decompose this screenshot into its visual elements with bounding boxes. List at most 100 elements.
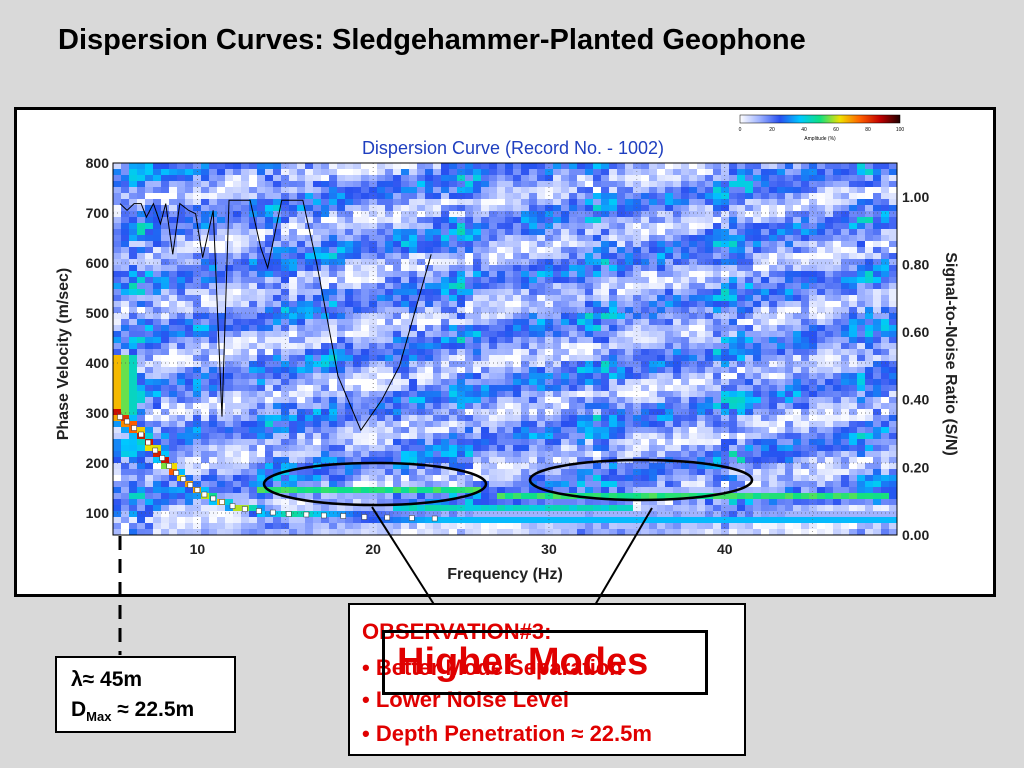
heatmap-cell [489, 349, 498, 356]
heatmap-cell [361, 463, 370, 470]
heatmap-cell [473, 217, 482, 224]
heatmap-cell [513, 235, 522, 242]
heatmap-cell [361, 289, 370, 296]
heatmap-cell [537, 487, 546, 494]
heatmap-cell [521, 451, 530, 458]
heatmap-cell [161, 421, 170, 428]
heatmap-cell [249, 289, 258, 296]
heatmap-cell [313, 433, 322, 440]
heatmap-cell [465, 457, 474, 464]
heatmap-cell [449, 259, 458, 266]
heatmap-cell [193, 205, 202, 212]
heatmap-cell [617, 199, 626, 206]
heatmap-cell [305, 481, 314, 488]
heatmap-cell [441, 271, 450, 278]
heatmap-cell [353, 343, 362, 350]
heatmap-cell [225, 391, 234, 398]
heatmap-cell [185, 439, 194, 446]
heatmap-cell [129, 487, 138, 494]
heatmap-cell [657, 271, 666, 278]
heatmap-cell [153, 247, 162, 254]
heatmap-cell [729, 403, 738, 410]
heatmap-cell [337, 175, 346, 182]
heatmap-cell [689, 331, 698, 338]
heatmap-cell [553, 343, 562, 350]
heatmap-cell [585, 187, 594, 194]
heatmap-cell [449, 169, 458, 176]
heatmap-cell [305, 511, 314, 518]
heatmap-cell [585, 355, 594, 362]
heatmap-cell [641, 175, 650, 182]
heatmap-cell [689, 211, 698, 218]
heatmap-cell [593, 217, 602, 224]
heatmap-cell [633, 367, 642, 374]
heatmap-cell [641, 385, 650, 392]
heatmap-cell [289, 343, 298, 350]
heatmap-cell [609, 337, 618, 344]
heatmap-cell [377, 223, 386, 230]
heatmap-cell [625, 325, 634, 332]
heatmap-cell [393, 271, 402, 278]
heatmap-cell [569, 175, 578, 182]
heatmap-cell [233, 283, 242, 290]
heatmap-cell [353, 529, 362, 535]
heatmap-cell [585, 205, 594, 212]
heatmap-cell [409, 265, 418, 272]
heatmap-cell [697, 487, 706, 494]
heatmap-cell [601, 493, 610, 500]
heatmap-cell [569, 229, 578, 236]
heatmap-cell [281, 415, 290, 422]
heatmap-cell [417, 271, 426, 278]
heatmap-cell [401, 169, 410, 176]
heatmap-cell [273, 313, 282, 320]
heatmap-cell [753, 211, 762, 218]
heatmap-cell [249, 421, 258, 428]
heatmap-cell [585, 475, 594, 482]
heatmap-cell [449, 481, 458, 488]
heatmap-cell [345, 361, 354, 368]
heatmap-cell [377, 475, 386, 482]
heatmap-cell [377, 259, 386, 266]
heatmap-cell [153, 343, 162, 350]
heatmap-cell [209, 487, 218, 494]
heatmap-cell [289, 409, 298, 416]
heatmap-cell [689, 463, 698, 470]
heatmap-cell [569, 301, 578, 308]
heatmap-cell [697, 367, 706, 374]
heatmap-cell [729, 193, 738, 200]
heatmap-cell [545, 499, 554, 506]
heatmap-cell [609, 319, 618, 326]
heatmap-cell [121, 373, 130, 380]
heatmap-cell [625, 259, 634, 266]
heatmap-cell [489, 289, 498, 296]
heatmap-cell [401, 175, 410, 182]
heatmap-cell [345, 283, 354, 290]
heatmap-cell [697, 259, 706, 266]
heatmap-cell [337, 301, 346, 308]
heatmap-cell [153, 319, 162, 326]
heatmap-cell [409, 343, 418, 350]
heatmap-cell [241, 403, 250, 410]
heatmap-cell [577, 163, 586, 170]
heatmap-cell [601, 181, 610, 188]
heatmap-cell [633, 175, 642, 182]
heatmap-cell [585, 229, 594, 236]
heatmap-cell [281, 217, 290, 224]
heatmap-cell [353, 253, 362, 260]
heatmap-cell [713, 403, 722, 410]
heatmap-cell [489, 193, 498, 200]
heatmap-cell [345, 235, 354, 242]
heatmap-cell [209, 205, 218, 212]
heatmap-cell [617, 427, 626, 434]
heatmap-cell [177, 301, 186, 308]
heatmap-cell [369, 343, 378, 350]
heatmap-cell [313, 457, 322, 464]
heatmap-cell [673, 421, 682, 428]
heatmap-cell [649, 283, 658, 290]
heatmap-cell [489, 163, 498, 170]
heatmap-cell [137, 175, 146, 182]
heatmap-cell [681, 289, 690, 296]
heatmap-cell [329, 445, 338, 452]
heatmap-cell [633, 301, 642, 308]
heatmap-cell [281, 199, 290, 206]
